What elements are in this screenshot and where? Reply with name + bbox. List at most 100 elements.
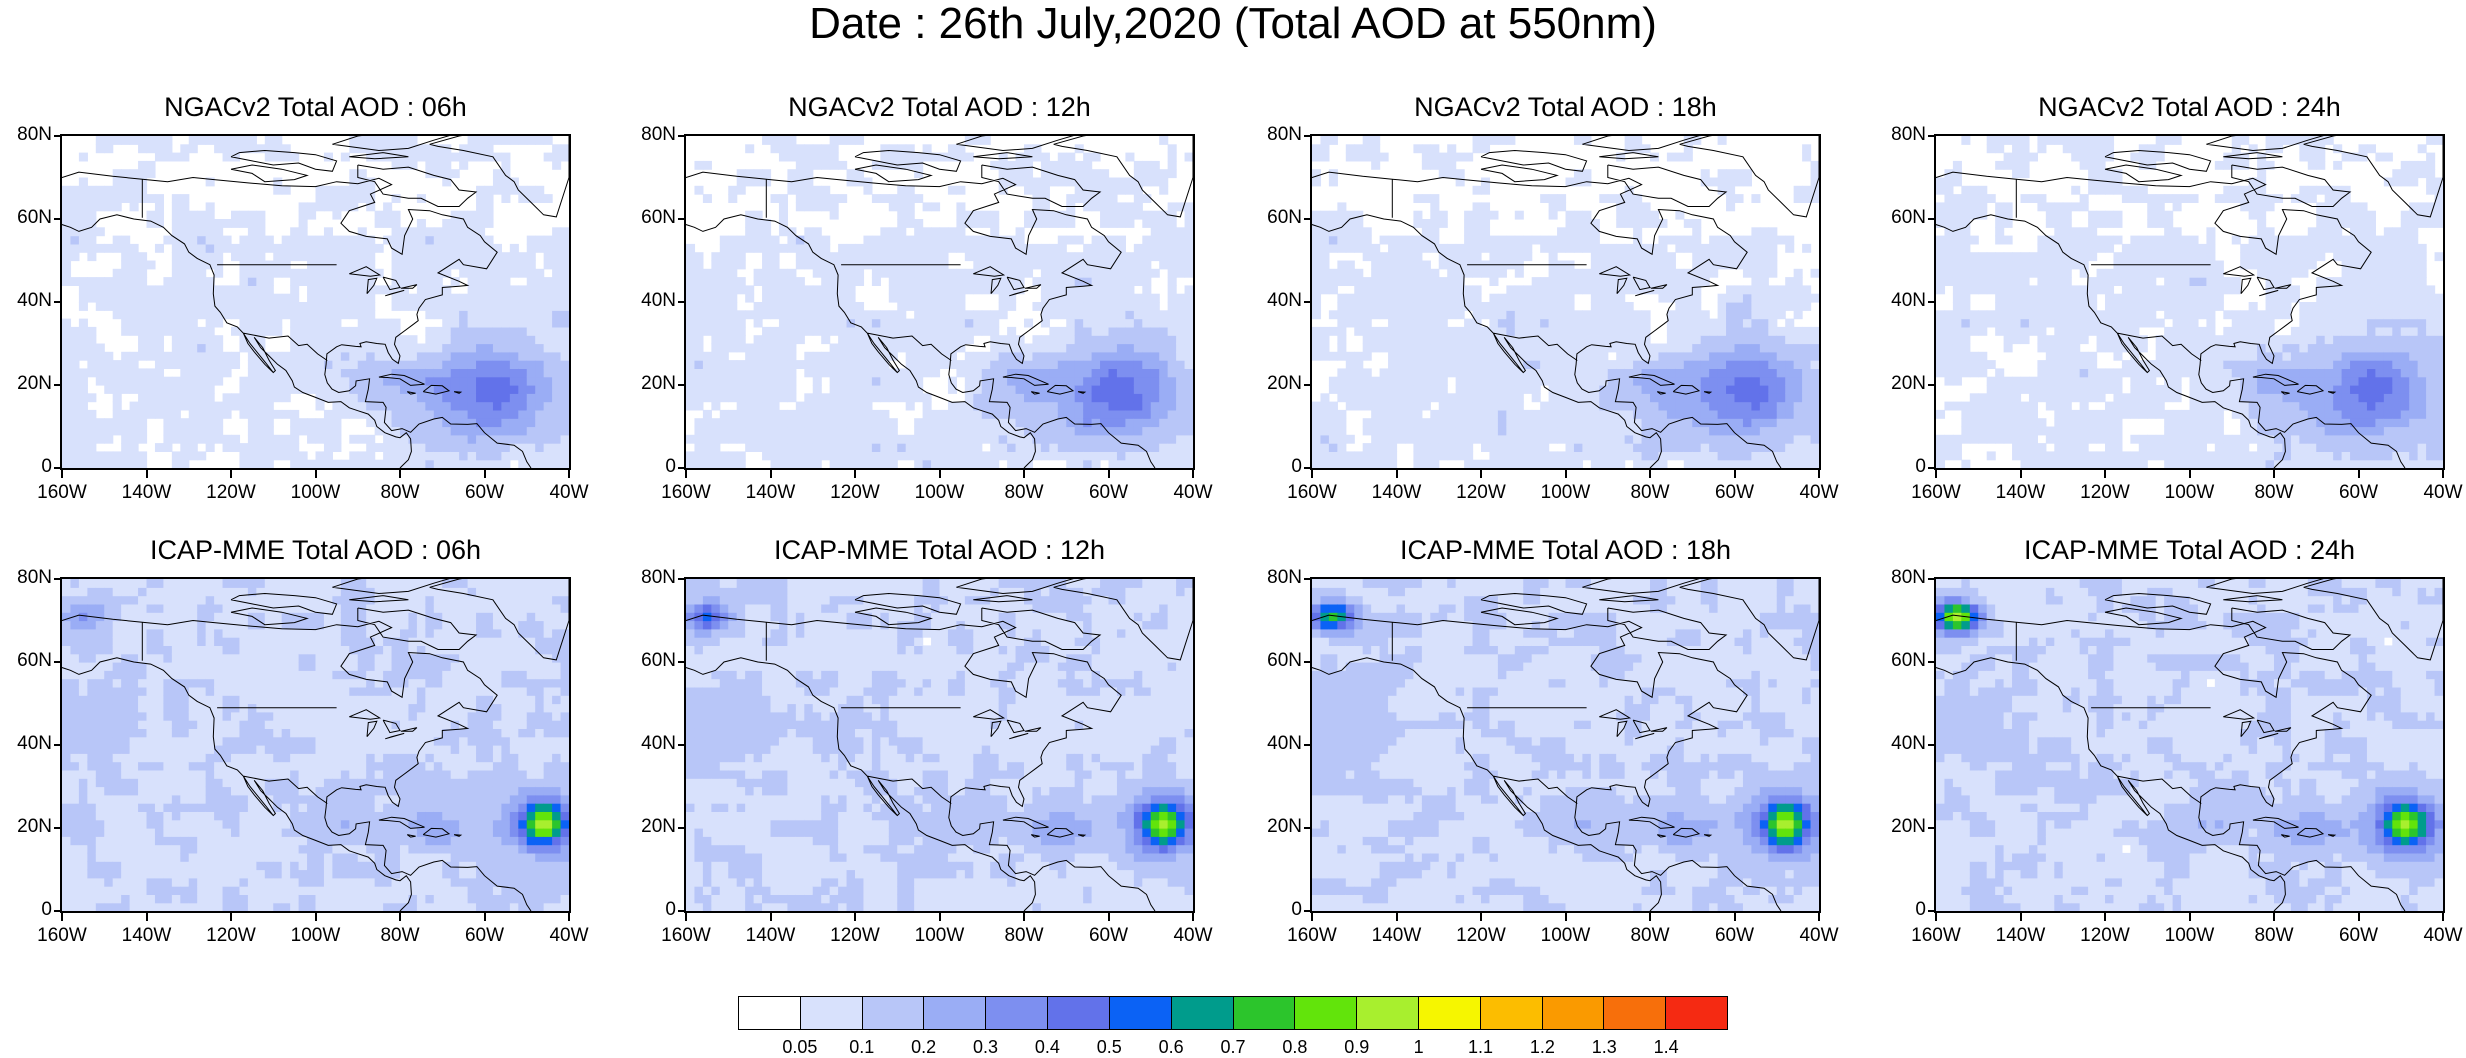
aod-cell	[332, 327, 341, 336]
aod-cell	[189, 302, 198, 311]
aod-cell	[838, 368, 847, 377]
aod-cell	[501, 186, 510, 195]
aod-cell	[535, 302, 544, 311]
aod-cell	[762, 236, 771, 245]
aod-cell	[1117, 285, 1126, 294]
aod-cell	[1616, 368, 1625, 377]
aod-cell	[518, 327, 527, 336]
aod-cell	[1058, 178, 1067, 187]
aod-cell	[332, 418, 341, 427]
aod-cell	[147, 294, 156, 303]
aod-cell	[948, 335, 957, 344]
aod-cell	[130, 136, 139, 145]
aod-cell	[847, 294, 856, 303]
aod-cell	[940, 244, 949, 253]
aod-cell	[468, 277, 477, 286]
aod-cell	[180, 385, 189, 394]
aod-cell	[1041, 269, 1050, 278]
aod-cell	[1701, 402, 1710, 411]
aod-cell	[299, 302, 308, 311]
aod-cell	[1100, 169, 1109, 178]
aod-cell	[1117, 294, 1126, 303]
aod-cell	[1506, 368, 1515, 377]
aod-cell	[1692, 402, 1701, 411]
aod-cell	[476, 393, 485, 402]
aod-cell	[442, 319, 451, 328]
aod-cell	[1692, 310, 1701, 319]
aod-cell	[1049, 393, 1058, 402]
aod-cell	[1337, 443, 1346, 452]
aod-cell	[1007, 335, 1016, 344]
aod-cell	[535, 327, 544, 336]
aod-cell	[1489, 443, 1498, 452]
aod-cell	[1134, 344, 1143, 353]
aod-cell	[1388, 269, 1397, 278]
aod-cell	[720, 319, 729, 328]
aod-cell	[1456, 352, 1465, 361]
aod-cell	[206, 227, 215, 236]
aod-cell	[1608, 194, 1617, 203]
lat-label: 80N	[624, 124, 676, 146]
aod-cell	[425, 277, 434, 286]
aod-cell	[1371, 144, 1380, 153]
aod-cell	[965, 443, 974, 452]
aod-cell	[332, 310, 341, 319]
aod-cell	[830, 161, 839, 170]
aod-cell	[1075, 327, 1084, 336]
aod-cell	[771, 236, 780, 245]
aod-cell	[527, 277, 536, 286]
aod-cell	[189, 144, 198, 153]
aod-cell	[745, 443, 754, 452]
aod-cell	[1320, 285, 1329, 294]
aod-cell	[1430, 310, 1439, 319]
aod-cell	[1464, 219, 1473, 228]
aod-cell	[535, 310, 544, 319]
aod-cell	[442, 236, 451, 245]
aod-cell	[476, 335, 485, 344]
aod-cell	[79, 277, 88, 286]
aod-cell	[299, 252, 308, 261]
aod-cell	[1667, 261, 1676, 270]
aod-cell	[1142, 285, 1151, 294]
aod-cell	[366, 460, 375, 468]
aod-cell	[1185, 443, 1193, 452]
aod-cell	[206, 219, 215, 228]
aod-cell	[1439, 418, 1448, 427]
aod-cell	[1735, 377, 1744, 386]
aod-cell	[1371, 335, 1380, 344]
aod-cell	[1658, 460, 1667, 468]
aod-cell	[1151, 178, 1160, 187]
aod-cell	[1092, 269, 1101, 278]
aod-cell	[1566, 294, 1575, 303]
aod-cell	[1371, 285, 1380, 294]
aod-cell	[366, 302, 375, 311]
aod-cell	[341, 335, 350, 344]
aod-cell	[762, 285, 771, 294]
aod-cell	[1566, 319, 1575, 328]
aod-cell	[1176, 310, 1185, 319]
aod-cell	[1439, 427, 1448, 436]
aod-cell	[442, 451, 451, 460]
aod-cell	[417, 410, 426, 419]
aod-cell	[349, 169, 358, 178]
aod-cell	[468, 153, 477, 162]
aod-cell	[425, 335, 434, 344]
aod-cell	[1684, 244, 1693, 253]
aod-cell	[197, 368, 206, 377]
aod-cell	[1151, 402, 1160, 411]
aod-cell	[703, 410, 712, 419]
aod-cell	[914, 319, 923, 328]
aod-cell	[906, 194, 915, 203]
aod-cell	[931, 244, 940, 253]
aod-cell	[754, 310, 763, 319]
aod-cell	[552, 427, 561, 436]
aod-cell	[518, 435, 527, 444]
aod-cell	[686, 261, 695, 270]
aod-cell	[1049, 352, 1058, 361]
aod-cell	[1642, 219, 1651, 228]
aod-cell	[771, 294, 780, 303]
aod-cell	[779, 294, 788, 303]
aod-cell	[87, 393, 96, 402]
aod-cell	[1456, 385, 1465, 394]
aod-cell	[1498, 310, 1507, 319]
